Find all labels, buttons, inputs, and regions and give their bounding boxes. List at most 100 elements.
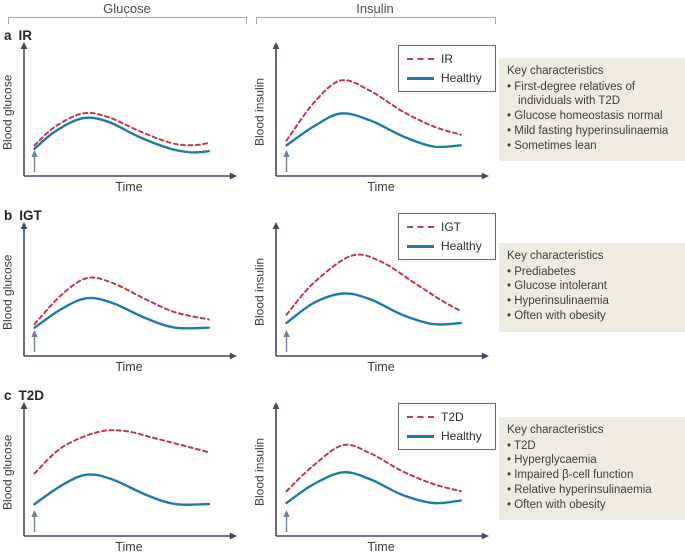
y-axis-label: Blood glucose (0, 434, 15, 510)
key-characteristic-item: Mild fasting hyperinsulinaemia (507, 124, 677, 139)
key-characteristic-item: Glucose intolerant (507, 279, 677, 294)
plot-b-glucose: Blood glucose Time (0, 220, 250, 380)
x-axis-label: Time (367, 360, 395, 374)
plot-b-insulin: Blood insulin Time (252, 220, 502, 380)
legend-entry-healthy: Healthy (407, 429, 487, 443)
x-axis-label: Time (115, 180, 143, 194)
panel-label-b: b IGT (4, 208, 42, 223)
x-axis-label: Time (367, 540, 395, 553)
chart-b-glucose (20, 222, 237, 360)
panel-label-a: a IR (4, 28, 32, 43)
plot-a-insulin: Blood insulin Time (252, 40, 502, 200)
x-axis-arrow-icon (481, 352, 489, 360)
panel-title: IGT (19, 208, 42, 223)
curves (33, 276, 210, 330)
y-axis-arrow-icon (20, 222, 28, 229)
curve-healthy (33, 116, 210, 154)
curve-igt (285, 253, 462, 316)
panel-title: T2D (18, 388, 45, 403)
legend-label: Healthy (441, 239, 482, 253)
curve-healthy (285, 112, 462, 149)
ingestion-arrowhead-icon (31, 510, 38, 517)
legend-a: IR Healthy (398, 45, 496, 92)
x-axis-arrow-icon (229, 172, 237, 180)
curve-healthy (285, 292, 462, 326)
panel-row-b: b IGT Blood glucose Time Blood insulin (0, 208, 685, 383)
y-axis-label: Blood glucose (0, 74, 15, 150)
solid-line-swatch-icon (407, 244, 434, 248)
panel-letter: c (4, 388, 12, 403)
panel-letter: b (4, 208, 13, 223)
legend-b: IGT Healthy (398, 213, 496, 260)
curve-igt (33, 276, 210, 326)
panel-title: IR (18, 28, 33, 43)
key-characteristic-item: First-degree relatives of individuals wi… (507, 80, 677, 109)
chart-c-insulin (272, 402, 489, 540)
panel-label-c: c T2D (4, 388, 44, 403)
ingestion-arrowhead-icon (283, 330, 290, 337)
solid-line-swatch-icon (407, 76, 434, 80)
y-axis-arrow-icon (20, 42, 28, 49)
column-header-insulin: Insulin (356, 1, 394, 16)
curve-t2d (285, 443, 462, 493)
key-characteristic-item: Hyperglycaemia (507, 453, 677, 468)
curves (33, 111, 210, 154)
panel-row-a: a IR Blood glucose Time Blood insulin (0, 28, 685, 203)
legend-entry-condition: T2D (407, 410, 487, 424)
plot-c-glucose: Blood glucose Time (0, 400, 250, 553)
panel-letter: a (4, 28, 12, 43)
key-characteristics-list: PrediabetesGlucose intolerantHyperinsuli… (507, 265, 677, 324)
key-characteristics-heading: Key characteristics (507, 250, 604, 262)
y-axis-arrow-icon (272, 222, 280, 229)
key-characteristics-list: First-degree relatives of individuals wi… (507, 80, 677, 154)
ingestion-arrowhead-icon (283, 510, 290, 517)
key-characteristics-box-b: Key characteristics PrediabetesGlucose i… (499, 243, 685, 332)
key-characteristics-list: T2DHyperglycaemiaImpaired β-cell functio… (507, 439, 677, 513)
y-axis-arrow-icon (272, 42, 280, 49)
curve-healthy (33, 296, 210, 330)
y-axis-label: Blood glucose (0, 254, 15, 330)
legend-entry-condition: IGT (407, 220, 487, 234)
insulin-bracket-tick (374, 13, 375, 17)
curve-ir (33, 111, 210, 147)
key-characteristic-item: Often with obesity (507, 309, 677, 324)
legend-label: IGT (441, 220, 461, 234)
y-axis-label: Blood insulin (252, 257, 267, 327)
curve-ir (285, 79, 462, 142)
key-characteristic-item: Hyperinsulinaemia (507, 294, 677, 309)
curves (285, 79, 462, 149)
key-characteristic-item: Glucose homeostasis normal (507, 109, 677, 124)
key-characteristics-box-c: Key characteristics T2DHyperglycaemiaImp… (499, 417, 685, 521)
legend-label: T2D (441, 410, 464, 424)
insulin-bracket (256, 17, 496, 24)
key-characteristic-item: Relative hyperinsulinaemia (507, 483, 677, 498)
legend-entry-healthy: Healthy (407, 71, 487, 85)
curve-healthy (285, 471, 462, 505)
x-axis-arrow-icon (481, 172, 489, 180)
x-axis-label: Time (367, 180, 395, 194)
legend-entry-healthy: Healthy (407, 239, 487, 253)
key-characteristic-item: Sometimes lean (507, 139, 677, 154)
key-characteristic-item: Prediabetes (507, 265, 677, 280)
glucose-bracket (8, 17, 247, 24)
ingestion-arrowhead-icon (283, 150, 290, 157)
y-axis-label: Blood insulin (252, 437, 267, 507)
key-characteristic-item: Often with obesity (507, 498, 677, 513)
dashed-line-swatch-icon (407, 58, 434, 60)
x-axis-label: Time (115, 540, 143, 553)
curve-t2d (33, 429, 210, 475)
key-characteristics-box-a: Key characteristics First-degree relativ… (499, 58, 685, 162)
x-axis-arrow-icon (229, 532, 237, 540)
key-characteristic-item: T2D (507, 439, 677, 454)
y-axis-arrow-icon (20, 402, 28, 409)
curves (285, 253, 462, 326)
plot-c-insulin: Blood insulin Time (252, 400, 502, 553)
chart-a-insulin (272, 42, 489, 180)
key-characteristic-item: Impaired β-cell function (507, 468, 677, 483)
panel-row-c: c T2D Blood glucose Time Blood insulin (0, 388, 685, 553)
ingestion-arrowhead-icon (31, 150, 38, 157)
curves (285, 443, 462, 505)
chart-c-glucose (20, 402, 237, 540)
legend-c: T2D Healthy (398, 403, 496, 450)
